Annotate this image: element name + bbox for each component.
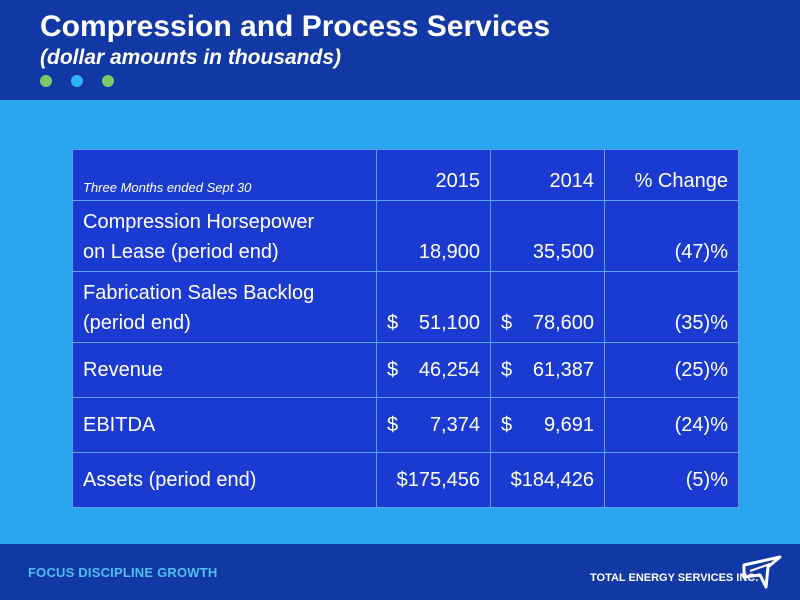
table-row: Fabrication Sales Backlog (period end) $… [72,271,739,343]
row-label-line: on Lease (period end) [83,241,279,263]
dot-icon [40,75,52,87]
currency-symbol: $ [387,359,399,381]
row-label-line: (period end) [83,312,191,334]
table-row: Assets (period end) $175,456 $184,426 (5… [72,452,739,508]
value-change: (24)% [604,397,739,453]
row-label: Compression Horsepower on Lease (period … [72,200,377,272]
value-2015: $51,100 [376,271,491,343]
amount: 9,691 [543,414,594,436]
row-label: Assets (period end) [72,452,377,508]
column-header-2015: 2015 [376,149,491,201]
table-header-row: Three Months ended Sept 30 2015 2014 % C… [72,149,739,201]
value-change: (25)% [604,342,739,398]
column-header-2014: 2014 [490,149,605,201]
value-change: (35)% [604,271,739,343]
value-2015: 18,900 [376,200,491,272]
footer-bar [0,544,800,600]
value-2014: $9,691 [490,397,605,453]
row-label: Fabrication Sales Backlog (period end) [72,271,377,343]
currency-symbol: $ [387,312,399,334]
row-label: Revenue [72,342,377,398]
value-2015: $7,374 [376,397,491,453]
row-label-line: Compression Horsepower [83,211,315,233]
currency-symbol: $ [501,312,513,334]
amount: 61,387 [532,359,594,381]
amount: 7,374 [429,414,480,436]
currency-symbol: $ [387,414,399,436]
value-2014: $78,600 [490,271,605,343]
table-row: Compression Horsepower on Lease (period … [72,200,739,272]
value-2014: $184,426 [490,452,605,508]
header-bar: Compression and Process Services (dollar… [0,0,800,100]
table-row: EBITDA $7,374 $9,691 (24)% [72,397,739,453]
value-2014: $61,387 [490,342,605,398]
value-2014: 35,500 [490,200,605,272]
company-name: TOTAL ENERGY SERVICES INC. [590,572,759,584]
value-2015: $46,254 [376,342,491,398]
value-change: (47)% [604,200,739,272]
currency-symbol: $ [501,414,513,436]
page-subtitle: (dollar amounts in thousands) [40,46,342,69]
amount: 51,100 [418,312,480,334]
dot-icon [71,75,83,87]
footer-tagline: FOCUS DISCIPLINE GROWTH [28,565,218,580]
row-label: EBITDA [72,397,377,453]
table-row: Revenue $46,254 $61,387 (25)% [72,342,739,398]
dot-icon [102,75,114,87]
financial-table: Three Months ended Sept 30 2015 2014 % C… [72,149,739,508]
value-2015: $175,456 [376,452,491,508]
currency-symbol: $ [501,359,513,381]
page-title: Compression and Process Services [40,10,551,43]
amount: 46,254 [418,359,480,381]
row-label-line: Fabrication Sales Backlog [83,282,315,304]
period-label: Three Months ended Sept 30 [72,149,377,201]
column-header-change: % Change [604,149,739,201]
company-logo-icon [742,555,782,589]
value-change: (5)% [604,452,739,508]
amount: 78,600 [532,312,594,334]
